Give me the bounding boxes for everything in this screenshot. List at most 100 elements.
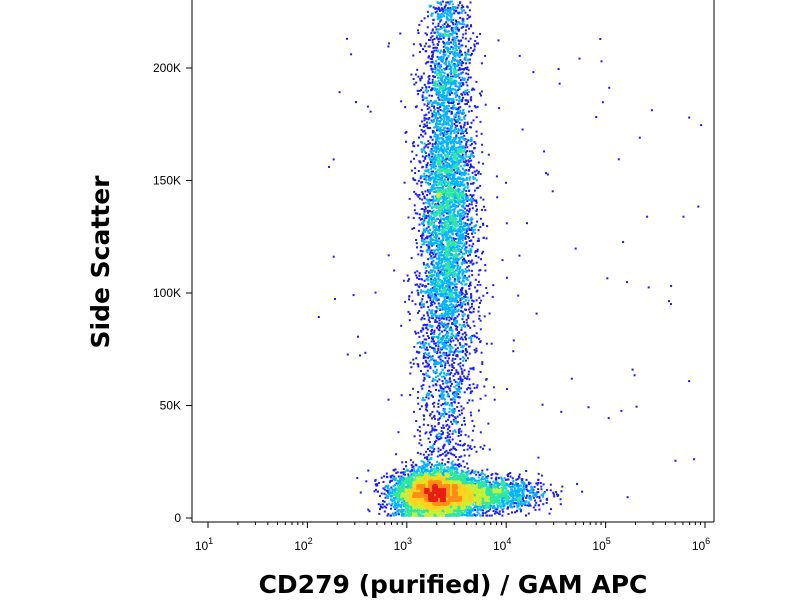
- data-point: [452, 105, 455, 108]
- data-point: [475, 349, 478, 352]
- data-point: [431, 303, 433, 306]
- data-point: [461, 283, 464, 286]
- data-point: [449, 429, 452, 432]
- data-point: [430, 333, 432, 335]
- data-point: [456, 94, 459, 97]
- data-point: [383, 510, 386, 513]
- data-point: [454, 308, 457, 311]
- data-point: [438, 120, 440, 122]
- data-point: [415, 242, 418, 245]
- data-point: [411, 142, 414, 145]
- data-point: [441, 462, 443, 465]
- data-point: [444, 133, 447, 136]
- data-point: [459, 218, 462, 221]
- data-point: [439, 386, 442, 389]
- data-point: [454, 41, 457, 44]
- data-point: [452, 52, 454, 55]
- data-point: [452, 98, 455, 101]
- data-point: [439, 365, 442, 368]
- data-point: [462, 236, 465, 239]
- data-point: [463, 324, 466, 327]
- data-point: [438, 333, 440, 336]
- data-point: [515, 495, 518, 498]
- data-point: [451, 359, 454, 362]
- data-point: [456, 182, 459, 185]
- data-point: [460, 111, 463, 114]
- data-point: [446, 164, 449, 167]
- data-point: [418, 408, 421, 411]
- data-point: [432, 226, 435, 229]
- data-point: [458, 42, 461, 45]
- data-point: [434, 146, 437, 149]
- data-point: [421, 233, 424, 236]
- data-point: [460, 464, 463, 467]
- data-point: [432, 369, 435, 372]
- data-point: [426, 362, 429, 365]
- data-point: [444, 149, 447, 152]
- data-point: [452, 257, 455, 260]
- data-point: [445, 130, 448, 133]
- data-point: [457, 181, 460, 184]
- data-point: [461, 233, 464, 236]
- data-point: [390, 476, 392, 479]
- data-point: [390, 514, 392, 517]
- data-point: [542, 503, 545, 506]
- data-point: [442, 445, 445, 448]
- data-point: [450, 41, 452, 44]
- data-point: [474, 40, 477, 42]
- data-point: [550, 508, 552, 511]
- data-point: [461, 60, 464, 63]
- data-point: [450, 0, 453, 3]
- data-point: [426, 10, 429, 13]
- data-point: [440, 7, 443, 10]
- data-point: [432, 243, 435, 246]
- data-point: [457, 313, 460, 316]
- data-point: [434, 117, 437, 120]
- data-point: [431, 28, 434, 31]
- data-point: [431, 81, 434, 84]
- data-point: [437, 101, 440, 104]
- data-point: [438, 417, 441, 420]
- data-point: [457, 177, 459, 180]
- data-point: [476, 336, 478, 339]
- data-point: [437, 275, 440, 278]
- data-point: [457, 87, 460, 90]
- data-point: [425, 278, 428, 281]
- data-point: [449, 225, 452, 228]
- data-point: [428, 232, 431, 234]
- data-point: [464, 308, 467, 311]
- data-point: [446, 359, 449, 362]
- data-point: [434, 211, 437, 214]
- data-point: [463, 231, 466, 234]
- data-point: [469, 284, 472, 287]
- data-point: [464, 276, 467, 279]
- data-point: [446, 90, 449, 93]
- data-point: [441, 24, 444, 27]
- data-point: [475, 80, 478, 83]
- data-point: [441, 380, 444, 382]
- data-point: [420, 133, 422, 136]
- data-point: [442, 317, 445, 320]
- data-point: [439, 16, 442, 19]
- data-point: [535, 501, 538, 504]
- data-point: [456, 23, 458, 26]
- data-point: [450, 402, 453, 405]
- data-point: [422, 221, 425, 224]
- data-point: [388, 488, 391, 491]
- data-point: [437, 341, 439, 344]
- data-point: [447, 116, 450, 118]
- data-point: [481, 514, 484, 517]
- data-point: [472, 155, 474, 157]
- data-point: [646, 215, 649, 218]
- data-point: [481, 361, 484, 364]
- data-point: [441, 109, 444, 112]
- data-point: [460, 290, 463, 293]
- data-point: [479, 446, 482, 449]
- data-point: [502, 501, 505, 504]
- data-point: [461, 292, 464, 295]
- data-point: [469, 76, 472, 79]
- data-point: [449, 157, 451, 160]
- data-point: [490, 342, 493, 345]
- data-point: [424, 285, 427, 288]
- data-point: [457, 388, 460, 390]
